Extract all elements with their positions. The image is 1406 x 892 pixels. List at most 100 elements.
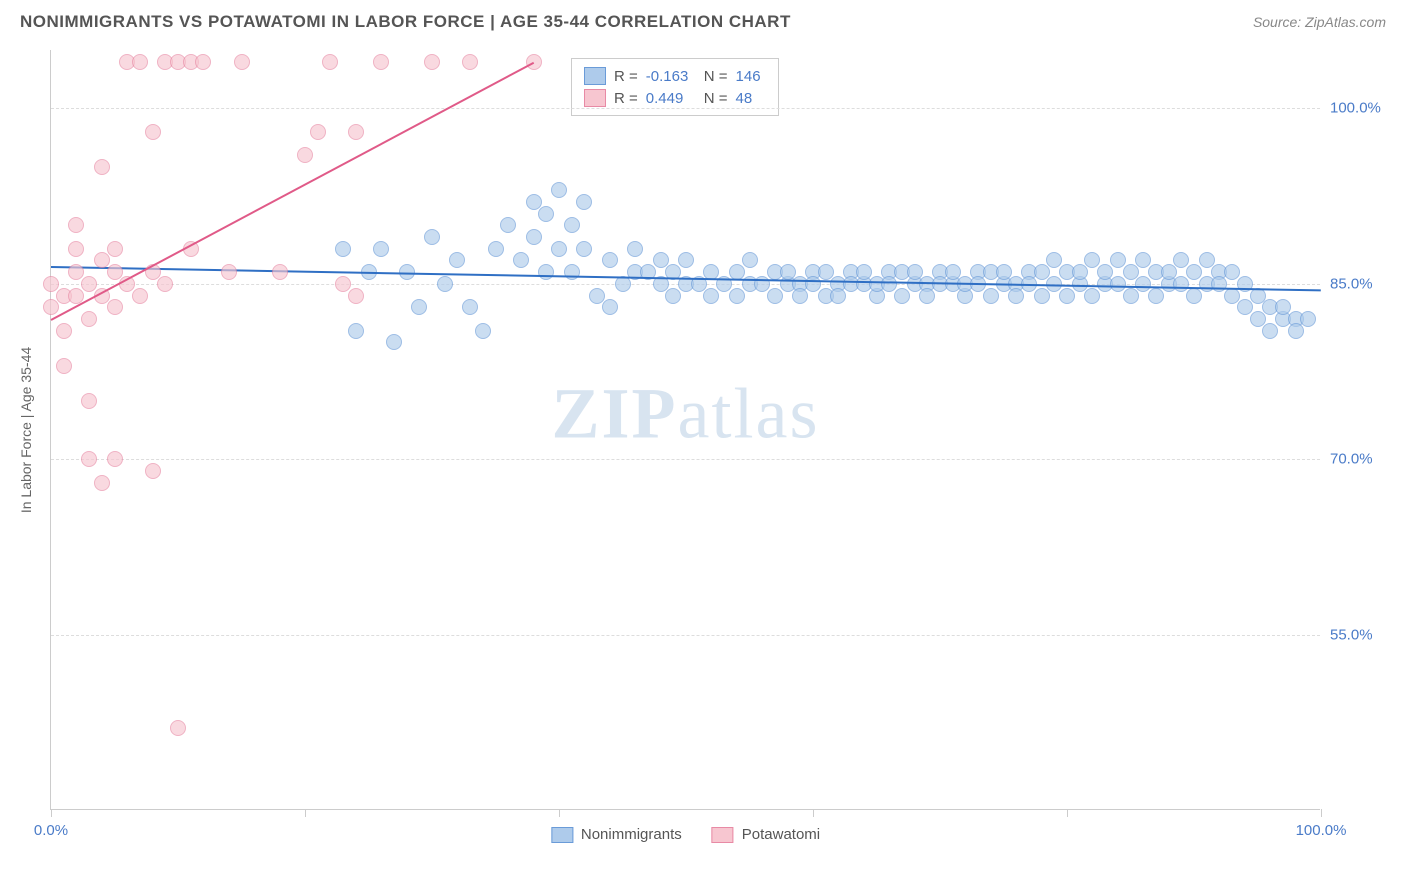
data-point bbox=[919, 288, 935, 304]
data-point bbox=[1123, 288, 1139, 304]
watermark-text: ZIPatlas bbox=[552, 373, 820, 456]
data-point bbox=[729, 288, 745, 304]
data-point bbox=[221, 264, 237, 280]
data-point bbox=[335, 241, 351, 257]
stats-r-label: R = bbox=[614, 90, 638, 107]
data-point bbox=[551, 241, 567, 257]
data-point bbox=[742, 252, 758, 268]
data-point bbox=[424, 229, 440, 245]
data-point bbox=[437, 276, 453, 292]
data-point bbox=[462, 54, 478, 70]
data-point bbox=[94, 475, 110, 491]
data-point bbox=[551, 182, 567, 198]
y-tick-label: 85.0% bbox=[1330, 275, 1390, 292]
x-tick bbox=[559, 809, 560, 817]
data-point bbox=[488, 241, 504, 257]
data-point bbox=[1288, 323, 1304, 339]
data-point bbox=[297, 147, 313, 163]
data-point bbox=[107, 451, 123, 467]
data-point bbox=[348, 288, 364, 304]
data-point bbox=[145, 124, 161, 140]
data-point bbox=[132, 288, 148, 304]
x-tick bbox=[1321, 809, 1322, 817]
stats-n-value: 146 bbox=[736, 68, 766, 85]
stats-r-value: -0.163 bbox=[646, 68, 696, 85]
stats-row: R = 0.449N = 48 bbox=[584, 87, 766, 109]
data-point bbox=[234, 54, 250, 70]
data-point bbox=[322, 54, 338, 70]
data-point bbox=[462, 299, 478, 315]
stats-n-label: N = bbox=[704, 68, 728, 85]
data-point bbox=[348, 124, 364, 140]
data-point bbox=[678, 252, 694, 268]
data-point bbox=[424, 54, 440, 70]
legend-label: Nonimmigrants bbox=[581, 826, 682, 843]
correlation-stats-box: R = -0.163 N = 146 R = 0.449N = 48 bbox=[571, 58, 779, 116]
stats-r-value: 0.449 bbox=[646, 90, 696, 107]
data-point bbox=[132, 54, 148, 70]
data-point bbox=[373, 241, 389, 257]
data-point bbox=[94, 159, 110, 175]
series-legend: Nonimmigrants Potawatomi bbox=[551, 826, 820, 843]
data-point bbox=[665, 288, 681, 304]
data-point bbox=[1148, 288, 1164, 304]
data-point bbox=[513, 252, 529, 268]
chart-plot-area: ZIPatlas R = -0.163 N = 146 R = 0.449N = 4… bbox=[50, 50, 1320, 810]
data-point bbox=[195, 54, 211, 70]
legend-item: Potawatomi bbox=[712, 826, 820, 843]
data-point bbox=[576, 194, 592, 210]
data-point bbox=[170, 720, 186, 736]
trend-line bbox=[51, 62, 535, 321]
data-point bbox=[56, 358, 72, 374]
x-tick-label: 0.0% bbox=[34, 822, 68, 839]
gridline bbox=[51, 459, 1320, 460]
stats-r-label: R = bbox=[614, 68, 638, 85]
data-point bbox=[81, 451, 97, 467]
legend-label: Potawatomi bbox=[742, 826, 820, 843]
data-point bbox=[576, 241, 592, 257]
data-point bbox=[107, 241, 123, 257]
data-point bbox=[348, 323, 364, 339]
legend-swatch bbox=[551, 827, 573, 843]
data-point bbox=[500, 217, 516, 233]
data-point bbox=[830, 288, 846, 304]
data-point bbox=[894, 288, 910, 304]
data-point bbox=[538, 206, 554, 222]
data-point bbox=[81, 311, 97, 327]
x-tick-label: 100.0% bbox=[1296, 822, 1347, 839]
data-point bbox=[1300, 311, 1316, 327]
data-point bbox=[1008, 288, 1024, 304]
data-point bbox=[1262, 323, 1278, 339]
data-point bbox=[272, 264, 288, 280]
data-point bbox=[703, 288, 719, 304]
data-point bbox=[68, 217, 84, 233]
data-point bbox=[56, 323, 72, 339]
data-point bbox=[107, 299, 123, 315]
stats-row: R = -0.163 N = 146 bbox=[584, 65, 766, 87]
stats-swatch bbox=[584, 89, 606, 107]
data-point bbox=[767, 288, 783, 304]
x-tick bbox=[51, 809, 52, 817]
data-point bbox=[386, 334, 402, 350]
chart-source: Source: ZipAtlas.com bbox=[1253, 14, 1386, 30]
chart-title: NONIMMIGRANTS VS POTAWATOMI IN LABOR FOR… bbox=[20, 12, 791, 32]
data-point bbox=[1034, 288, 1050, 304]
data-point bbox=[1084, 288, 1100, 304]
y-tick-label: 55.0% bbox=[1330, 626, 1390, 643]
data-point bbox=[538, 264, 554, 280]
data-point bbox=[564, 264, 580, 280]
gridline bbox=[51, 108, 1320, 109]
data-point bbox=[602, 252, 618, 268]
x-tick bbox=[305, 809, 306, 817]
data-point bbox=[602, 299, 618, 315]
data-point bbox=[1072, 264, 1088, 280]
data-point bbox=[564, 217, 580, 233]
data-point bbox=[43, 299, 59, 315]
data-point bbox=[1059, 288, 1075, 304]
legend-item: Nonimmigrants bbox=[551, 826, 682, 843]
data-point bbox=[411, 299, 427, 315]
x-tick bbox=[1067, 809, 1068, 817]
data-point bbox=[526, 54, 542, 70]
y-tick-label: 70.0% bbox=[1330, 451, 1390, 468]
chart-header: NONIMMIGRANTS VS POTAWATOMI IN LABOR FOR… bbox=[0, 0, 1406, 40]
